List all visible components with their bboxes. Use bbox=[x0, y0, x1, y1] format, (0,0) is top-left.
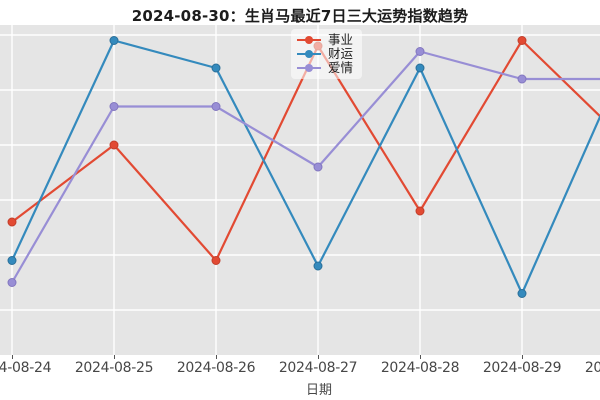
legend-line-icon bbox=[297, 50, 321, 58]
x-tick-mark bbox=[215, 355, 217, 359]
data-point-marker-career bbox=[517, 36, 527, 45]
data-point-marker-love bbox=[211, 102, 221, 111]
data-point-marker-career bbox=[211, 256, 221, 265]
x-tick-mark bbox=[11, 355, 13, 359]
data-point-marker-love bbox=[517, 74, 527, 84]
legend: 事业 财运 爱情 bbox=[291, 29, 363, 79]
data-point-marker-wealth bbox=[211, 63, 221, 73]
data-point-marker-wealth bbox=[415, 63, 425, 73]
x-tick-label: 2024-08-24 bbox=[0, 360, 52, 376]
data-point-marker-love bbox=[415, 47, 425, 56]
data-point-marker-wealth bbox=[313, 261, 323, 271]
legend-label: 事业 bbox=[328, 32, 354, 47]
x-tick-label: 2024-08-30 bbox=[584, 360, 600, 376]
legend-item-career: 事业 bbox=[297, 32, 354, 47]
legend-item-love: 爱情 bbox=[297, 60, 354, 75]
x-tick-mark bbox=[521, 355, 523, 359]
series-line-love bbox=[10, 50, 600, 284]
x-axis-ticks bbox=[0, 355, 600, 360]
legend-line-icon bbox=[297, 64, 321, 72]
data-point-marker-career bbox=[109, 140, 119, 150]
x-tick-label: 2024-08-29 bbox=[482, 360, 562, 376]
x-tick-label: 2024-08-28 bbox=[380, 360, 460, 376]
data-point-marker-love bbox=[109, 102, 119, 111]
x-tick-label: 2024-08-27 bbox=[278, 360, 358, 376]
x-axis-title: 日期 bbox=[305, 383, 333, 398]
chart-title: 2024-08-30：生肖马最近7日三大运势指数趋势 bbox=[131, 7, 469, 25]
data-point-marker-love bbox=[313, 162, 323, 172]
legend-item-wealth: 财运 bbox=[297, 46, 354, 61]
legend-marker-icon bbox=[305, 36, 313, 44]
legend-label: 爱情 bbox=[328, 60, 354, 75]
data-point-marker-wealth bbox=[517, 289, 527, 298]
legend-marker-icon bbox=[305, 64, 313, 72]
data-point-marker-career bbox=[7, 217, 17, 227]
x-tick-mark bbox=[419, 355, 421, 359]
data-point-marker-wealth bbox=[109, 36, 119, 45]
x-tick-mark bbox=[113, 355, 115, 359]
x-tick-mark bbox=[317, 355, 319, 359]
x-axis-labels: 2024-08-24 2024-08-25 2024-08-26 2024-08-27… bbox=[0, 360, 600, 378]
plot-svg bbox=[0, 25, 600, 355]
data-point-marker-love bbox=[7, 278, 17, 287]
legend-label: 财运 bbox=[328, 46, 354, 61]
x-tick-label: 2024-08-26 bbox=[176, 360, 256, 376]
data-point-marker-wealth bbox=[7, 256, 17, 265]
legend-line-icon bbox=[297, 36, 321, 44]
x-tick-label: 2024-08-25 bbox=[74, 360, 154, 376]
legend-marker-icon bbox=[305, 50, 313, 58]
gridlines-vertical bbox=[11, 25, 523, 355]
data-point-marker-career bbox=[415, 206, 425, 216]
plot-area bbox=[0, 25, 600, 355]
